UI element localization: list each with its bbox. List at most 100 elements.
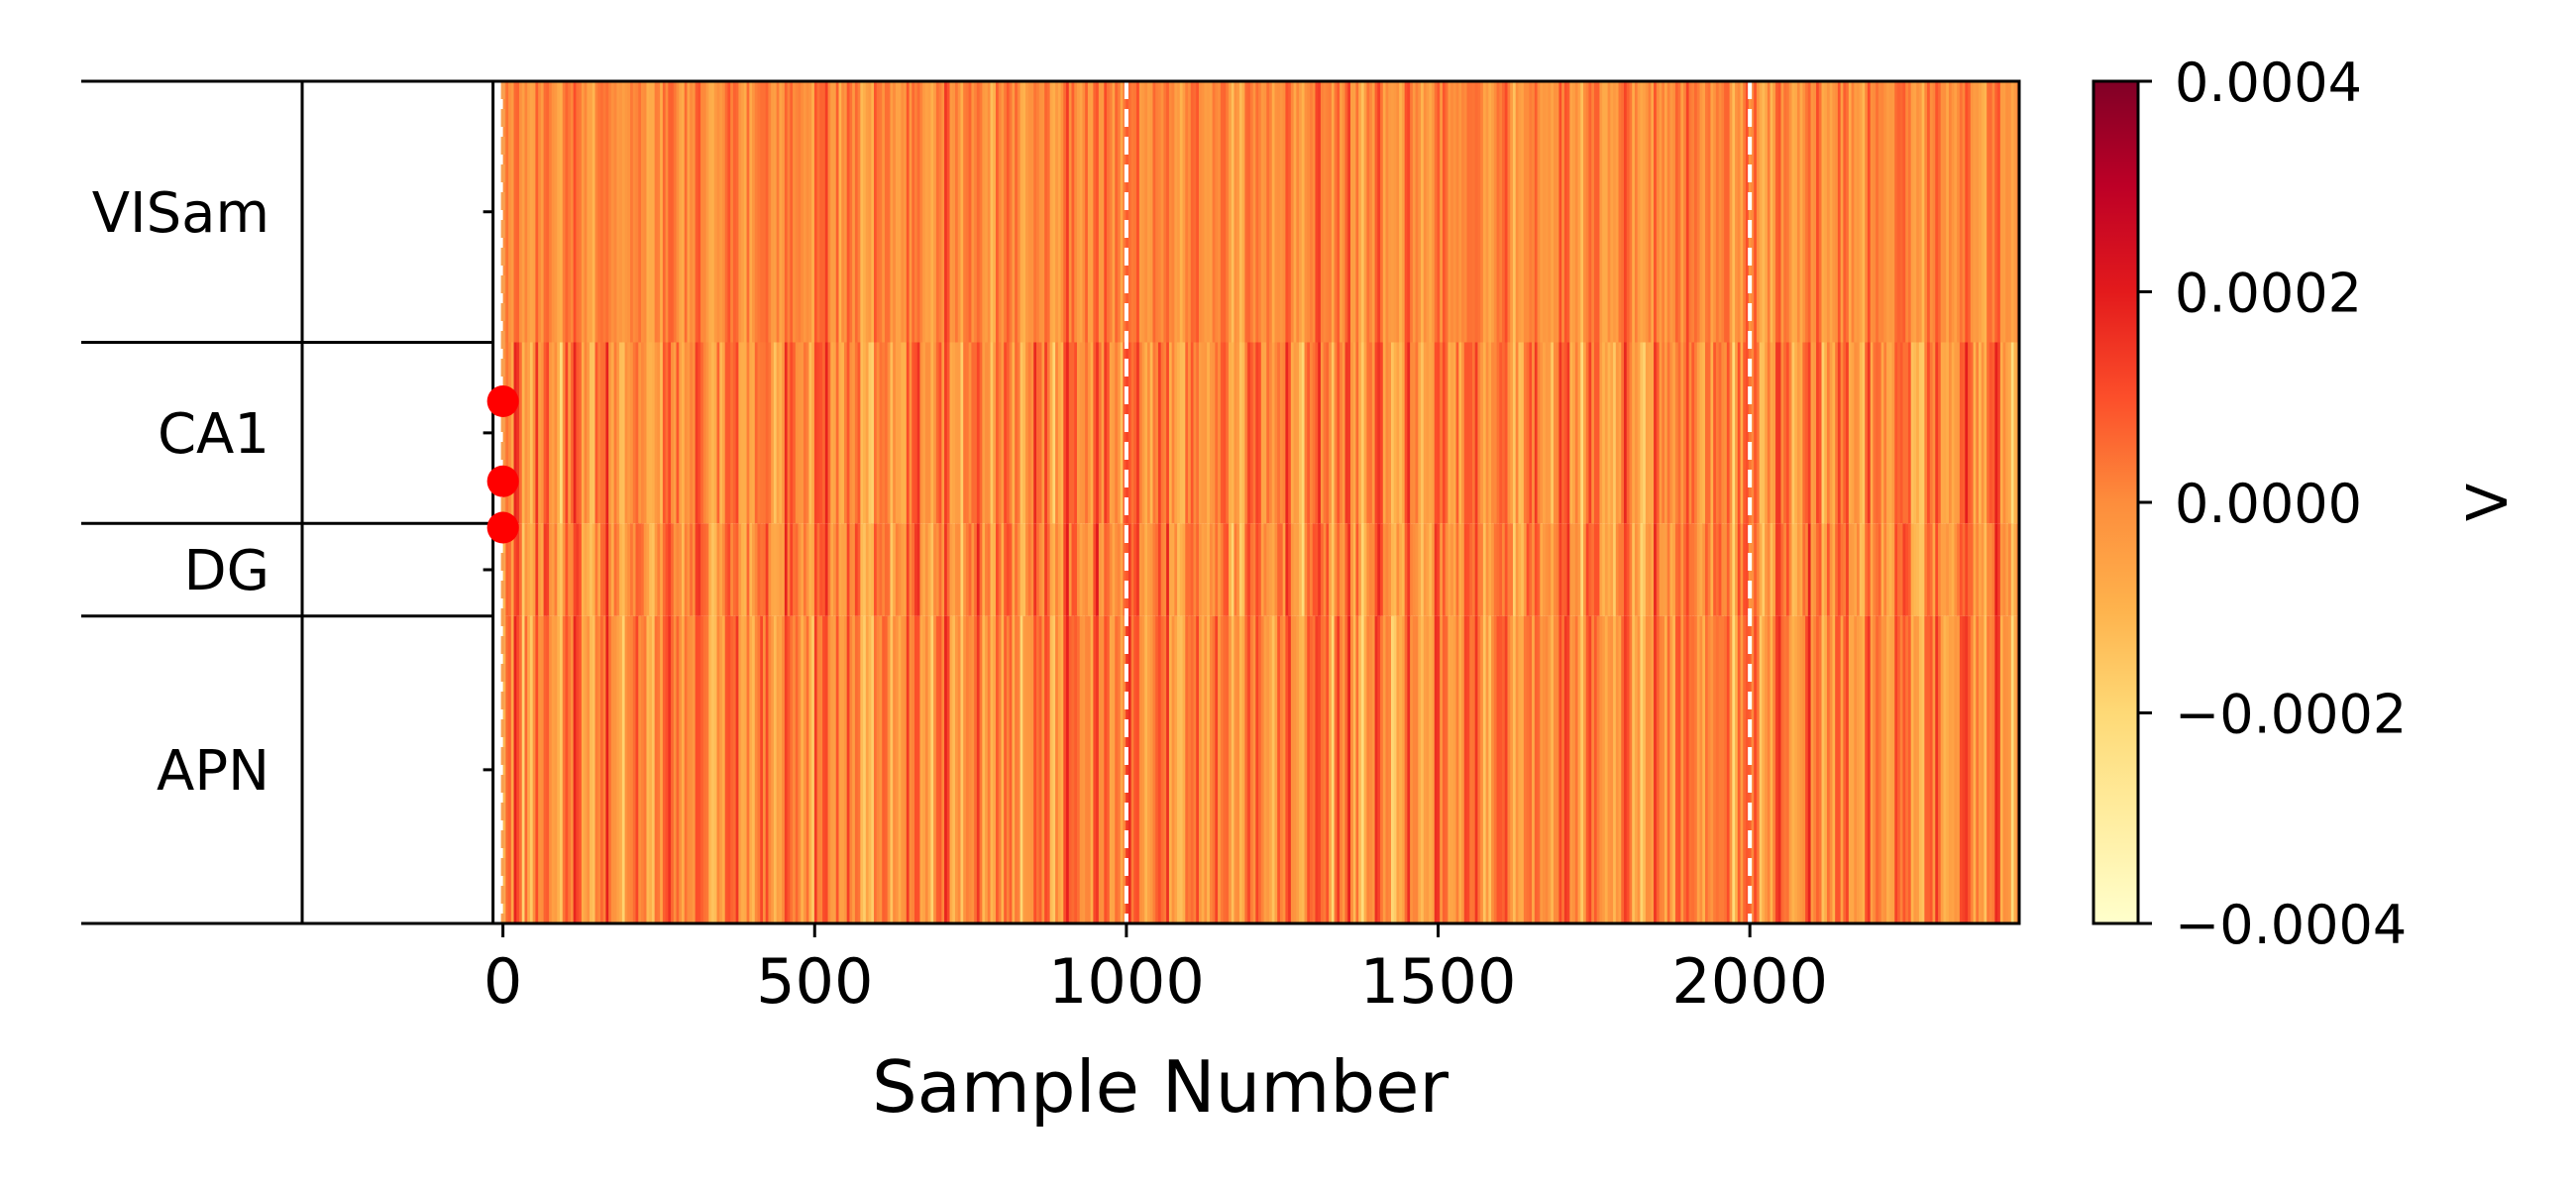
- heatmap-cell: [1613, 81, 1617, 343]
- heatmap-cell: [524, 523, 528, 616]
- heatmap-cell: [1726, 342, 1731, 524]
- heatmap-cell: [1025, 342, 1029, 524]
- heatmap-cell: [762, 342, 767, 524]
- heatmap-cell: [1374, 615, 1378, 923]
- heatmap-cell: [1707, 81, 1712, 343]
- heatmap-cell: [1358, 523, 1362, 616]
- heatmap-cell: [1388, 615, 1392, 923]
- heatmap-cell: [863, 615, 867, 923]
- heatmap-cell: [684, 342, 689, 524]
- heatmap-cell: [1932, 615, 1936, 923]
- heatmap-cell: [1775, 81, 1779, 343]
- heatmap-cell: [1754, 342, 1758, 524]
- heatmap-cell: [752, 342, 756, 524]
- heatmap-cell: [1236, 523, 1240, 616]
- heatmap-cell: [927, 342, 932, 524]
- x-axis-label: Sample Number: [872, 1045, 1449, 1129]
- heatmap-cell: [1672, 342, 1676, 524]
- heatmap-cell: [1160, 615, 1165, 923]
- heatmap-cell: [1637, 523, 1641, 616]
- heatmap-cell: [1656, 81, 1661, 343]
- heatmap-cell: [1840, 615, 1844, 923]
- heatmap-cell: [1556, 523, 1560, 616]
- heatmap-cell: [513, 342, 517, 524]
- heatmap-cell: [594, 615, 598, 923]
- heatmap-cell: [1198, 523, 1203, 616]
- heatmap-cell: [1574, 615, 1579, 923]
- heatmap-cell: [1526, 523, 1530, 616]
- heatmap-cell: [591, 615, 596, 923]
- heatmap-cell: [1518, 342, 1522, 524]
- heatmap-cell: [1126, 81, 1129, 343]
- heatmap-cell: [1209, 81, 1214, 343]
- heatmap-cell: [1218, 81, 1222, 343]
- heatmap-cell: [1962, 615, 1966, 923]
- heatmap-cell: [508, 342, 512, 524]
- heatmap-cell: [502, 81, 506, 343]
- heatmap-cell: [1521, 81, 1525, 343]
- heatmap-cell: [1948, 81, 1953, 343]
- heatmap-cell: [1252, 342, 1256, 524]
- heatmap-cell: [1821, 615, 1825, 923]
- heatmap-cell: [771, 523, 775, 616]
- heatmap-cell: [1133, 342, 1137, 524]
- heatmap-cell: [985, 342, 989, 524]
- heatmap-cell: [1076, 81, 1081, 343]
- heatmap-cell: [738, 523, 742, 616]
- heatmap-cell: [1529, 81, 1533, 343]
- heatmap-cell: [1883, 81, 1887, 343]
- heatmap-cell: [1702, 615, 1706, 923]
- heatmap-cell: [1640, 81, 1644, 343]
- heatmap-cell: [1788, 342, 1793, 524]
- heatmap-cell: [1009, 81, 1013, 343]
- heatmap-cell: [1215, 81, 1219, 343]
- heatmap-cell: [1190, 81, 1195, 343]
- heatmap-cell: [852, 81, 856, 343]
- heatmap-cell: [1532, 615, 1536, 923]
- heatmap-cell: [901, 81, 905, 343]
- heatmap-cell: [1241, 615, 1246, 923]
- heatmap-cell: [1127, 615, 1132, 923]
- heatmap-cell: [971, 615, 975, 923]
- heatmap-cell: [1618, 342, 1622, 524]
- heatmap-cell: [865, 342, 870, 524]
- heatmap-cell: [1229, 615, 1233, 923]
- heatmap-cell: [919, 342, 923, 524]
- heatmap-cell: [1796, 342, 1801, 524]
- heatmap-cell: [1962, 342, 1966, 524]
- heatmap-cell: [1523, 523, 1528, 616]
- heatmap-cell: [982, 81, 986, 343]
- heatmap-cell: [882, 615, 886, 923]
- heatmap-cell: [671, 81, 675, 343]
- heatmap-cell: [1244, 523, 1248, 616]
- heatmap-cell: [1035, 342, 1040, 524]
- heatmap-cell: [1315, 615, 1319, 923]
- heatmap-cell: [1767, 81, 1771, 343]
- heatmap-cell: [1120, 523, 1125, 616]
- heatmap-cell: [1006, 342, 1011, 524]
- heatmap-cell: [1558, 523, 1562, 616]
- heatmap-cell: [1785, 342, 1790, 524]
- heatmap-cell: [524, 342, 528, 524]
- heatmap-cell: [590, 81, 593, 343]
- heatmap-cell: [557, 342, 561, 524]
- heatmap-cell: [968, 615, 972, 923]
- heatmap-cell: [1423, 342, 1428, 524]
- heatmap-cell: [1223, 523, 1227, 616]
- heatmap-cell: [927, 615, 932, 923]
- heatmap-cell: [1610, 342, 1614, 524]
- heatmap-cell: [505, 523, 509, 616]
- heatmap-cell: [1282, 81, 1286, 343]
- heatmap-cell: [1120, 81, 1125, 343]
- heatmap-cell: [1651, 615, 1655, 923]
- heatmap-cell: [705, 81, 709, 343]
- heatmap-cell: [1624, 342, 1628, 524]
- heatmap-cell: [1515, 615, 1520, 923]
- heatmap-cell: [1886, 523, 1890, 616]
- heatmap-cell: [1004, 615, 1008, 923]
- heatmap-cell: [649, 615, 653, 923]
- heatmap-cell: [632, 81, 637, 343]
- heatmap-cell: [565, 523, 569, 616]
- heatmap-cell: [1082, 523, 1086, 616]
- heatmap-cell: [527, 615, 531, 923]
